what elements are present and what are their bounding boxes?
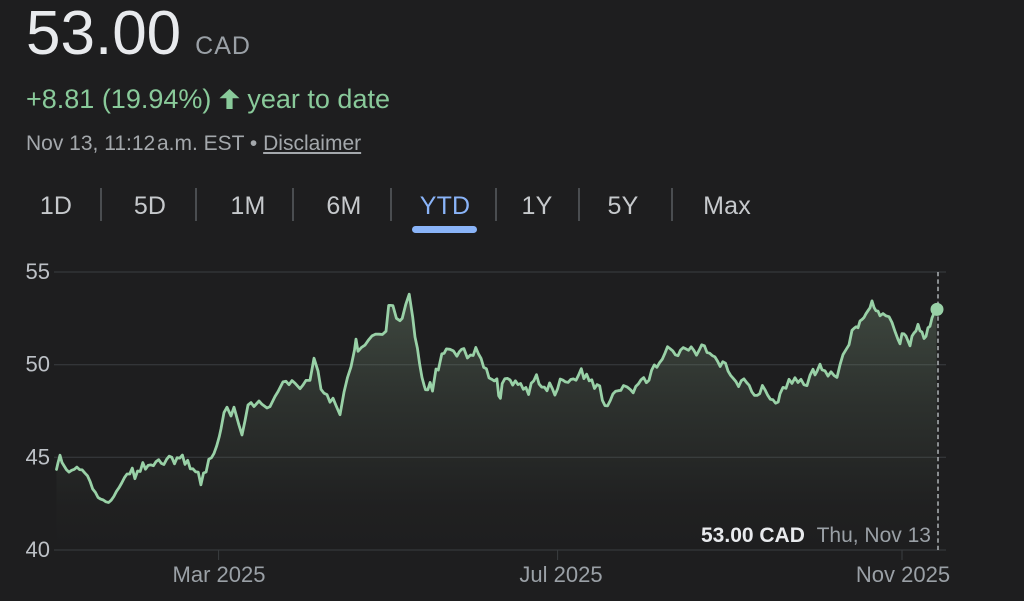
svg-text:Nov 2025: Nov 2025	[856, 562, 950, 587]
svg-text:40: 40	[26, 537, 50, 562]
svg-text:50: 50	[26, 352, 50, 377]
svg-text:45: 45	[26, 444, 50, 469]
svg-text:Mar 2025: Mar 2025	[173, 562, 266, 587]
svg-text:55: 55	[26, 259, 50, 284]
svg-text:Jul 2025: Jul 2025	[519, 562, 602, 587]
